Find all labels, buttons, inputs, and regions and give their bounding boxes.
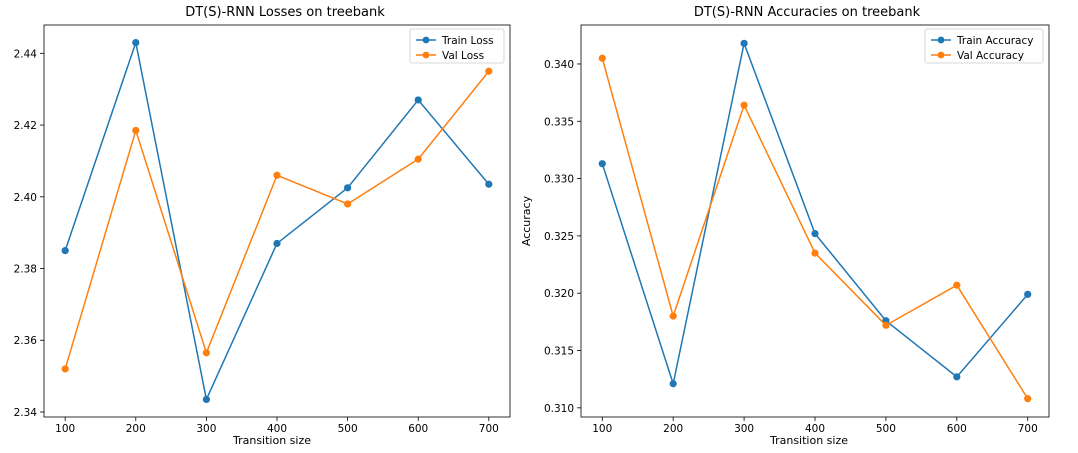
loss-x-tick-label: 300 xyxy=(196,423,216,435)
accuracy-plot-frame xyxy=(580,24,1050,418)
loss-series-1-point xyxy=(132,126,140,135)
loss-series-line-1 xyxy=(64,70,490,370)
accuracy-x-axis-label: Transition size xyxy=(769,434,848,447)
loss-series-1-point xyxy=(414,155,422,163)
accuracy-y-axis-label: Accuracy xyxy=(520,195,533,246)
accuracy-series-line-0 xyxy=(601,42,1029,385)
accuracy-x-tick-label: 100 xyxy=(592,423,612,435)
accuracy-series-0-point xyxy=(669,380,677,388)
accuracy-y-tick-label: 0.310 xyxy=(544,403,574,415)
loss-series-0-point xyxy=(61,246,69,255)
loss-series-1-point xyxy=(61,365,69,373)
accuracy-legend-marker xyxy=(937,36,945,44)
loss-x-tick-label: 600 xyxy=(408,423,428,435)
loss-legend-marker xyxy=(422,36,430,44)
accuracy-y-tick-label: 0.315 xyxy=(544,346,574,358)
loss-series-0-point xyxy=(202,395,210,404)
loss-plot-frame xyxy=(43,24,511,418)
accuracy-series-0-point xyxy=(740,39,748,47)
loss-series-0-point xyxy=(132,38,140,47)
accuracy-y-tick-label: 0.335 xyxy=(544,116,574,128)
loss-legend: Train Loss Val Loss xyxy=(409,28,505,64)
accuracy-series xyxy=(598,39,1032,403)
loss-x-axis-label: Transition size xyxy=(232,434,311,447)
accuracy-series-1-point xyxy=(1024,395,1032,403)
accuracy-legend-label: Train Accuracy xyxy=(956,35,1033,47)
loss-series-1-point xyxy=(485,67,493,75)
loss-series-0-point xyxy=(414,96,422,104)
loss-series-0-point xyxy=(485,180,493,188)
loss-x-tick-label: 500 xyxy=(338,423,358,435)
accuracy-y-tick-label: 0.325 xyxy=(544,231,574,243)
accuracy-series-0-point xyxy=(811,230,819,238)
loss-y-tick-label: 2.36 xyxy=(14,335,38,347)
accuracy-series-1-point xyxy=(882,321,890,329)
accuracy-x-tick-label: 500 xyxy=(876,423,896,435)
accuracy-y-tick-label: 0.330 xyxy=(544,174,574,186)
accuracy-series-1-point xyxy=(669,312,677,320)
loss-legend-label: Train Loss xyxy=(441,35,494,47)
accuracy-series-1-point xyxy=(811,249,819,257)
loss-series xyxy=(61,38,493,404)
loss-series-0-point xyxy=(344,184,352,192)
loss-legend-marker xyxy=(422,51,430,59)
accuracy-chart-panel: DT(S)-RNN Accuracies on treebank 100 200 3… xyxy=(520,5,1050,447)
accuracy-legend-box xyxy=(924,28,1044,64)
loss-series-1-point xyxy=(273,171,281,179)
accuracy-chart-title: DT(S)-RNN Accuracies on treebank xyxy=(694,5,921,20)
accuracy-legend-label: Val Accuracy xyxy=(957,50,1024,62)
accuracy-series-0-point xyxy=(598,160,606,168)
accuracy-y-tick-label: 0.340 xyxy=(544,59,574,71)
loss-series-1-point xyxy=(344,200,352,208)
loss-y-ticks: 2.34 2.36 2.38 2.40 2.42 2.44 xyxy=(14,48,44,419)
accuracy-x-tick-label: 400 xyxy=(805,423,825,435)
loss-x-ticks: 100 200 300 400 500 600 700 xyxy=(55,417,499,435)
loss-x-tick-label: 100 xyxy=(55,423,75,435)
loss-series-line-0 xyxy=(64,41,490,401)
loss-x-tick-label: 400 xyxy=(267,423,287,435)
accuracy-legend: Train Accuracy Val Accuracy xyxy=(924,28,1044,64)
loss-chart-title: DT(S)-RNN Losses on treebank xyxy=(185,5,385,20)
loss-y-tick-label: 2.42 xyxy=(14,120,37,132)
loss-series-1-point xyxy=(202,349,210,357)
accuracy-series-0-point xyxy=(1024,290,1032,298)
accuracy-x-tick-label: 200 xyxy=(663,423,683,435)
accuracy-series-1-point xyxy=(598,54,606,62)
loss-x-tick-label: 700 xyxy=(479,423,499,435)
loss-y-tick-label: 2.34 xyxy=(14,407,38,419)
accuracy-y-tick-label: 0.320 xyxy=(544,288,574,300)
accuracy-series-0-point xyxy=(953,373,961,381)
loss-y-tick-label: 2.44 xyxy=(14,48,38,60)
accuracy-x-tick-label: 300 xyxy=(734,423,754,435)
loss-y-tick-label: 2.40 xyxy=(14,192,37,204)
accuracy-y-ticks: 0.310 0.315 0.320 0.325 0.330 0.335 0.340 xyxy=(544,59,581,415)
accuracy-series-1-point xyxy=(740,101,748,109)
accuracy-legend-marker xyxy=(937,51,945,59)
accuracy-x-ticks: 100 200 300 400 500 600 700 xyxy=(592,417,1038,435)
loss-chart-panel: DT(S)-RNN Losses on treebank 100 200 300 40… xyxy=(14,5,511,447)
accuracy-series-1-point xyxy=(953,281,961,289)
loss-x-tick-label: 200 xyxy=(126,423,146,435)
loss-legend-label: Val Loss xyxy=(442,50,484,62)
accuracy-x-tick-label: 600 xyxy=(947,423,967,435)
loss-series-0-point xyxy=(273,239,281,248)
accuracy-x-tick-label: 700 xyxy=(1018,423,1038,435)
loss-y-tick-label: 2.38 xyxy=(14,264,37,276)
accuracy-series-line-1 xyxy=(601,58,1029,400)
